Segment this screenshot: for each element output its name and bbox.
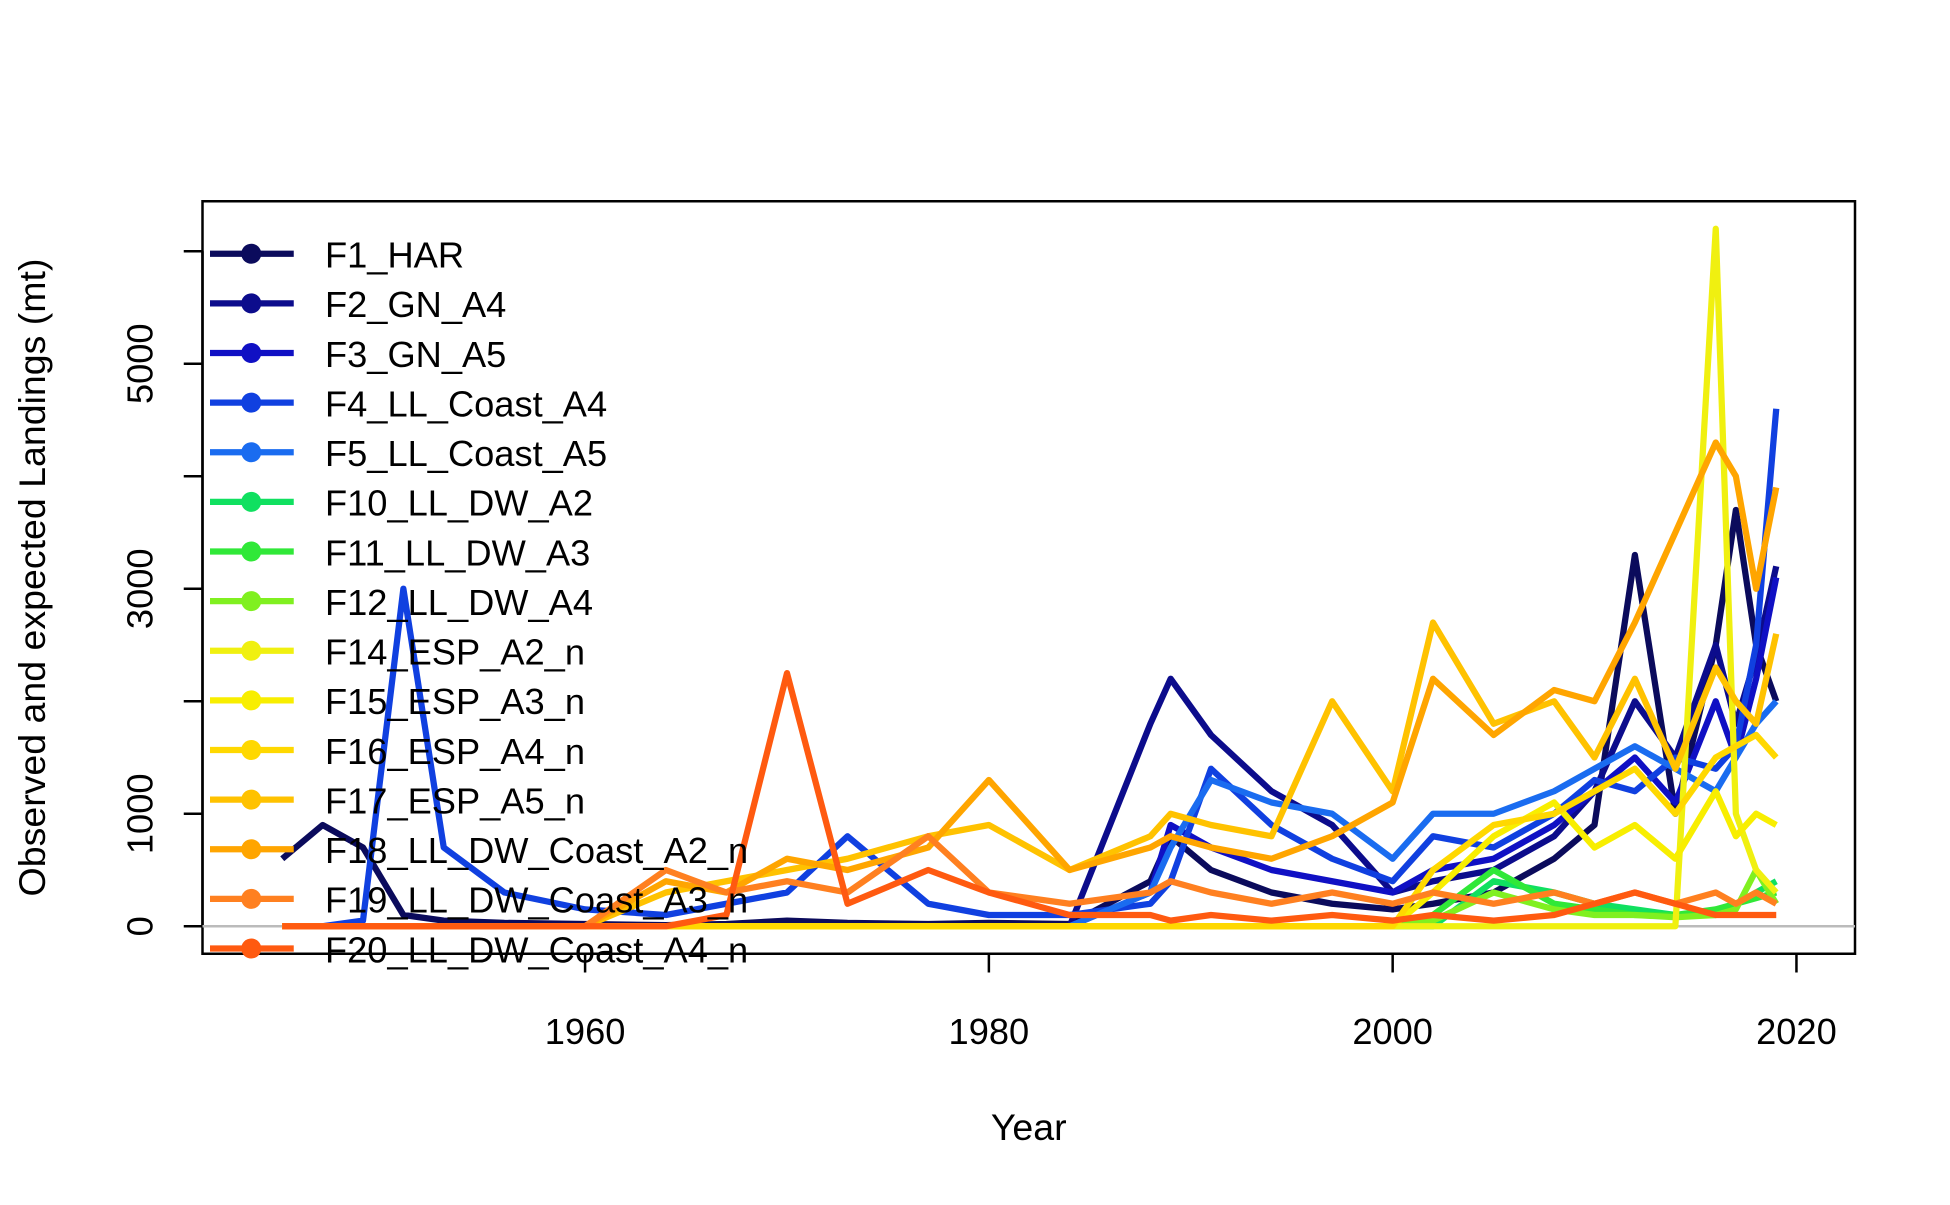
legend-label: F10_LL_DW_A2 [325, 483, 593, 524]
legend-dot [241, 442, 262, 463]
legend-label: F2_GN_A4 [325, 284, 506, 325]
legend-dot [241, 392, 262, 413]
x-tick-label: 1980 [949, 1011, 1030, 1052]
legend-label: F12_LL_DW_A4 [325, 582, 593, 623]
y-axis-label: Observed and expected Landings (mt) [11, 259, 53, 897]
y-tick-label: 3000 [120, 548, 161, 629]
legend-dot [241, 839, 262, 860]
legend-label: F14_ESP_A2_n [325, 632, 585, 673]
legend-dot [241, 243, 262, 264]
y-tick-label: 5000 [120, 323, 161, 404]
legend-dot [241, 293, 262, 314]
legend-label: F1_HAR [325, 235, 464, 276]
legend-label: F17_ESP_A5_n [325, 780, 585, 821]
legend-label: F5_LL_Coast_A5 [325, 433, 607, 474]
legend-label: F4_LL_Coast_A4 [325, 383, 607, 424]
legend-dot [241, 888, 262, 909]
legend-label: F19_LL_DW_Coast_A3_n [325, 880, 748, 921]
legend-dot [241, 938, 262, 959]
series-line [282, 670, 1777, 930]
x-axis-label: Year [991, 1106, 1067, 1148]
legend-label: F15_ESP_A3_n [325, 681, 585, 722]
series-line [282, 408, 1780, 930]
legend-label: F11_LL_DW_A3 [325, 532, 590, 573]
legend-dot [241, 789, 262, 810]
legend-dot [241, 491, 262, 512]
legend-dot [241, 690, 262, 711]
y-tick-label: 1000 [120, 773, 161, 854]
legend-dot [241, 541, 262, 562]
legend-dot [241, 640, 262, 661]
y-tick-label: 0 [120, 916, 161, 936]
x-tick-label: 2000 [1352, 1011, 1433, 1052]
x-tick-label: 2020 [1756, 1011, 1837, 1052]
legend-label: F18_LL_DW_Coast_A2_n [325, 830, 748, 871]
x-tick-label: 1960 [545, 1011, 626, 1052]
legend-label: F20_LL_DW_Coast_A4_n [325, 929, 748, 970]
legend-dot [241, 343, 262, 363]
legend-label: F16_ESP_A4_n [325, 731, 585, 772]
legend-label: F3_GN_A5 [325, 334, 506, 375]
legend-dot [241, 591, 262, 612]
legend-dot [241, 740, 262, 760]
